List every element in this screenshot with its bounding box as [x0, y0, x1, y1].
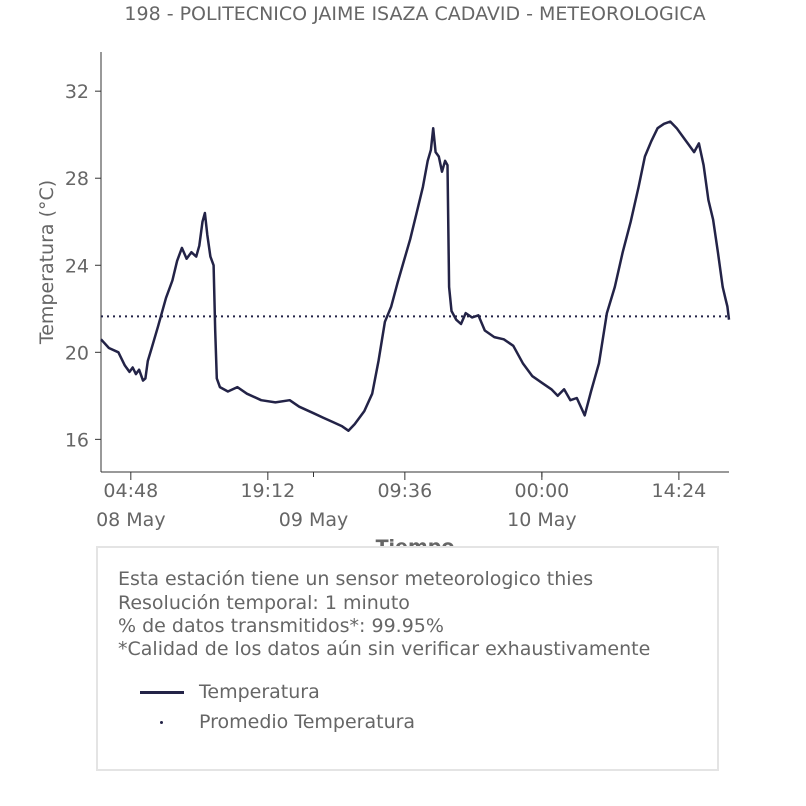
y-tick-label: 32	[65, 81, 89, 103]
x-tick-label: 19:12	[240, 480, 295, 502]
temperature-series-line	[100, 120, 731, 432]
x-tick-label: 14:24	[652, 480, 707, 502]
plot-layer: 16 20 24 28 32 04:48 08 May 19:12 09 May 09:36 00:…	[65, 52, 731, 531]
x-tick-label: 04:48	[103, 480, 158, 502]
info-transmission-line: % de datos transmitidos*: 99.95%	[118, 615, 444, 637]
y-tick-label: 28	[65, 168, 89, 190]
x-date-label: 09 May	[279, 509, 349, 531]
legend-label-promedio: Promedio Temperatura	[199, 711, 416, 733]
info-sensor-line: Esta estación tiene un sensor meteorolog…	[118, 568, 594, 590]
info-resolution-line: Resolución temporal: 1 minuto	[118, 592, 410, 614]
y-tick-label: 20	[65, 342, 89, 364]
legend-line-swatch	[140, 691, 184, 694]
x-date-label: 10 May	[507, 509, 577, 531]
info-legend-box: Esta estación tiene un sensor meteorolog…	[96, 546, 719, 771]
y-tick-label: 24	[65, 255, 89, 277]
y-tick-label: 16	[65, 429, 89, 451]
chart-title: 198 - POLITECNICO JAIME ISAZA CADAVID - …	[124, 3, 705, 25]
info-quality-note: *Calidad de los datos aún sin verificar …	[118, 638, 651, 660]
x-date-label: 08 May	[96, 509, 166, 531]
x-tick-label: 00:00	[514, 480, 569, 502]
legend-dot-swatch	[160, 721, 163, 724]
y-axis-label: Temperatura (°C)	[36, 180, 58, 345]
x-tick-label: 09:36	[377, 480, 432, 502]
legend-label-temperatura: Temperatura	[199, 681, 320, 703]
